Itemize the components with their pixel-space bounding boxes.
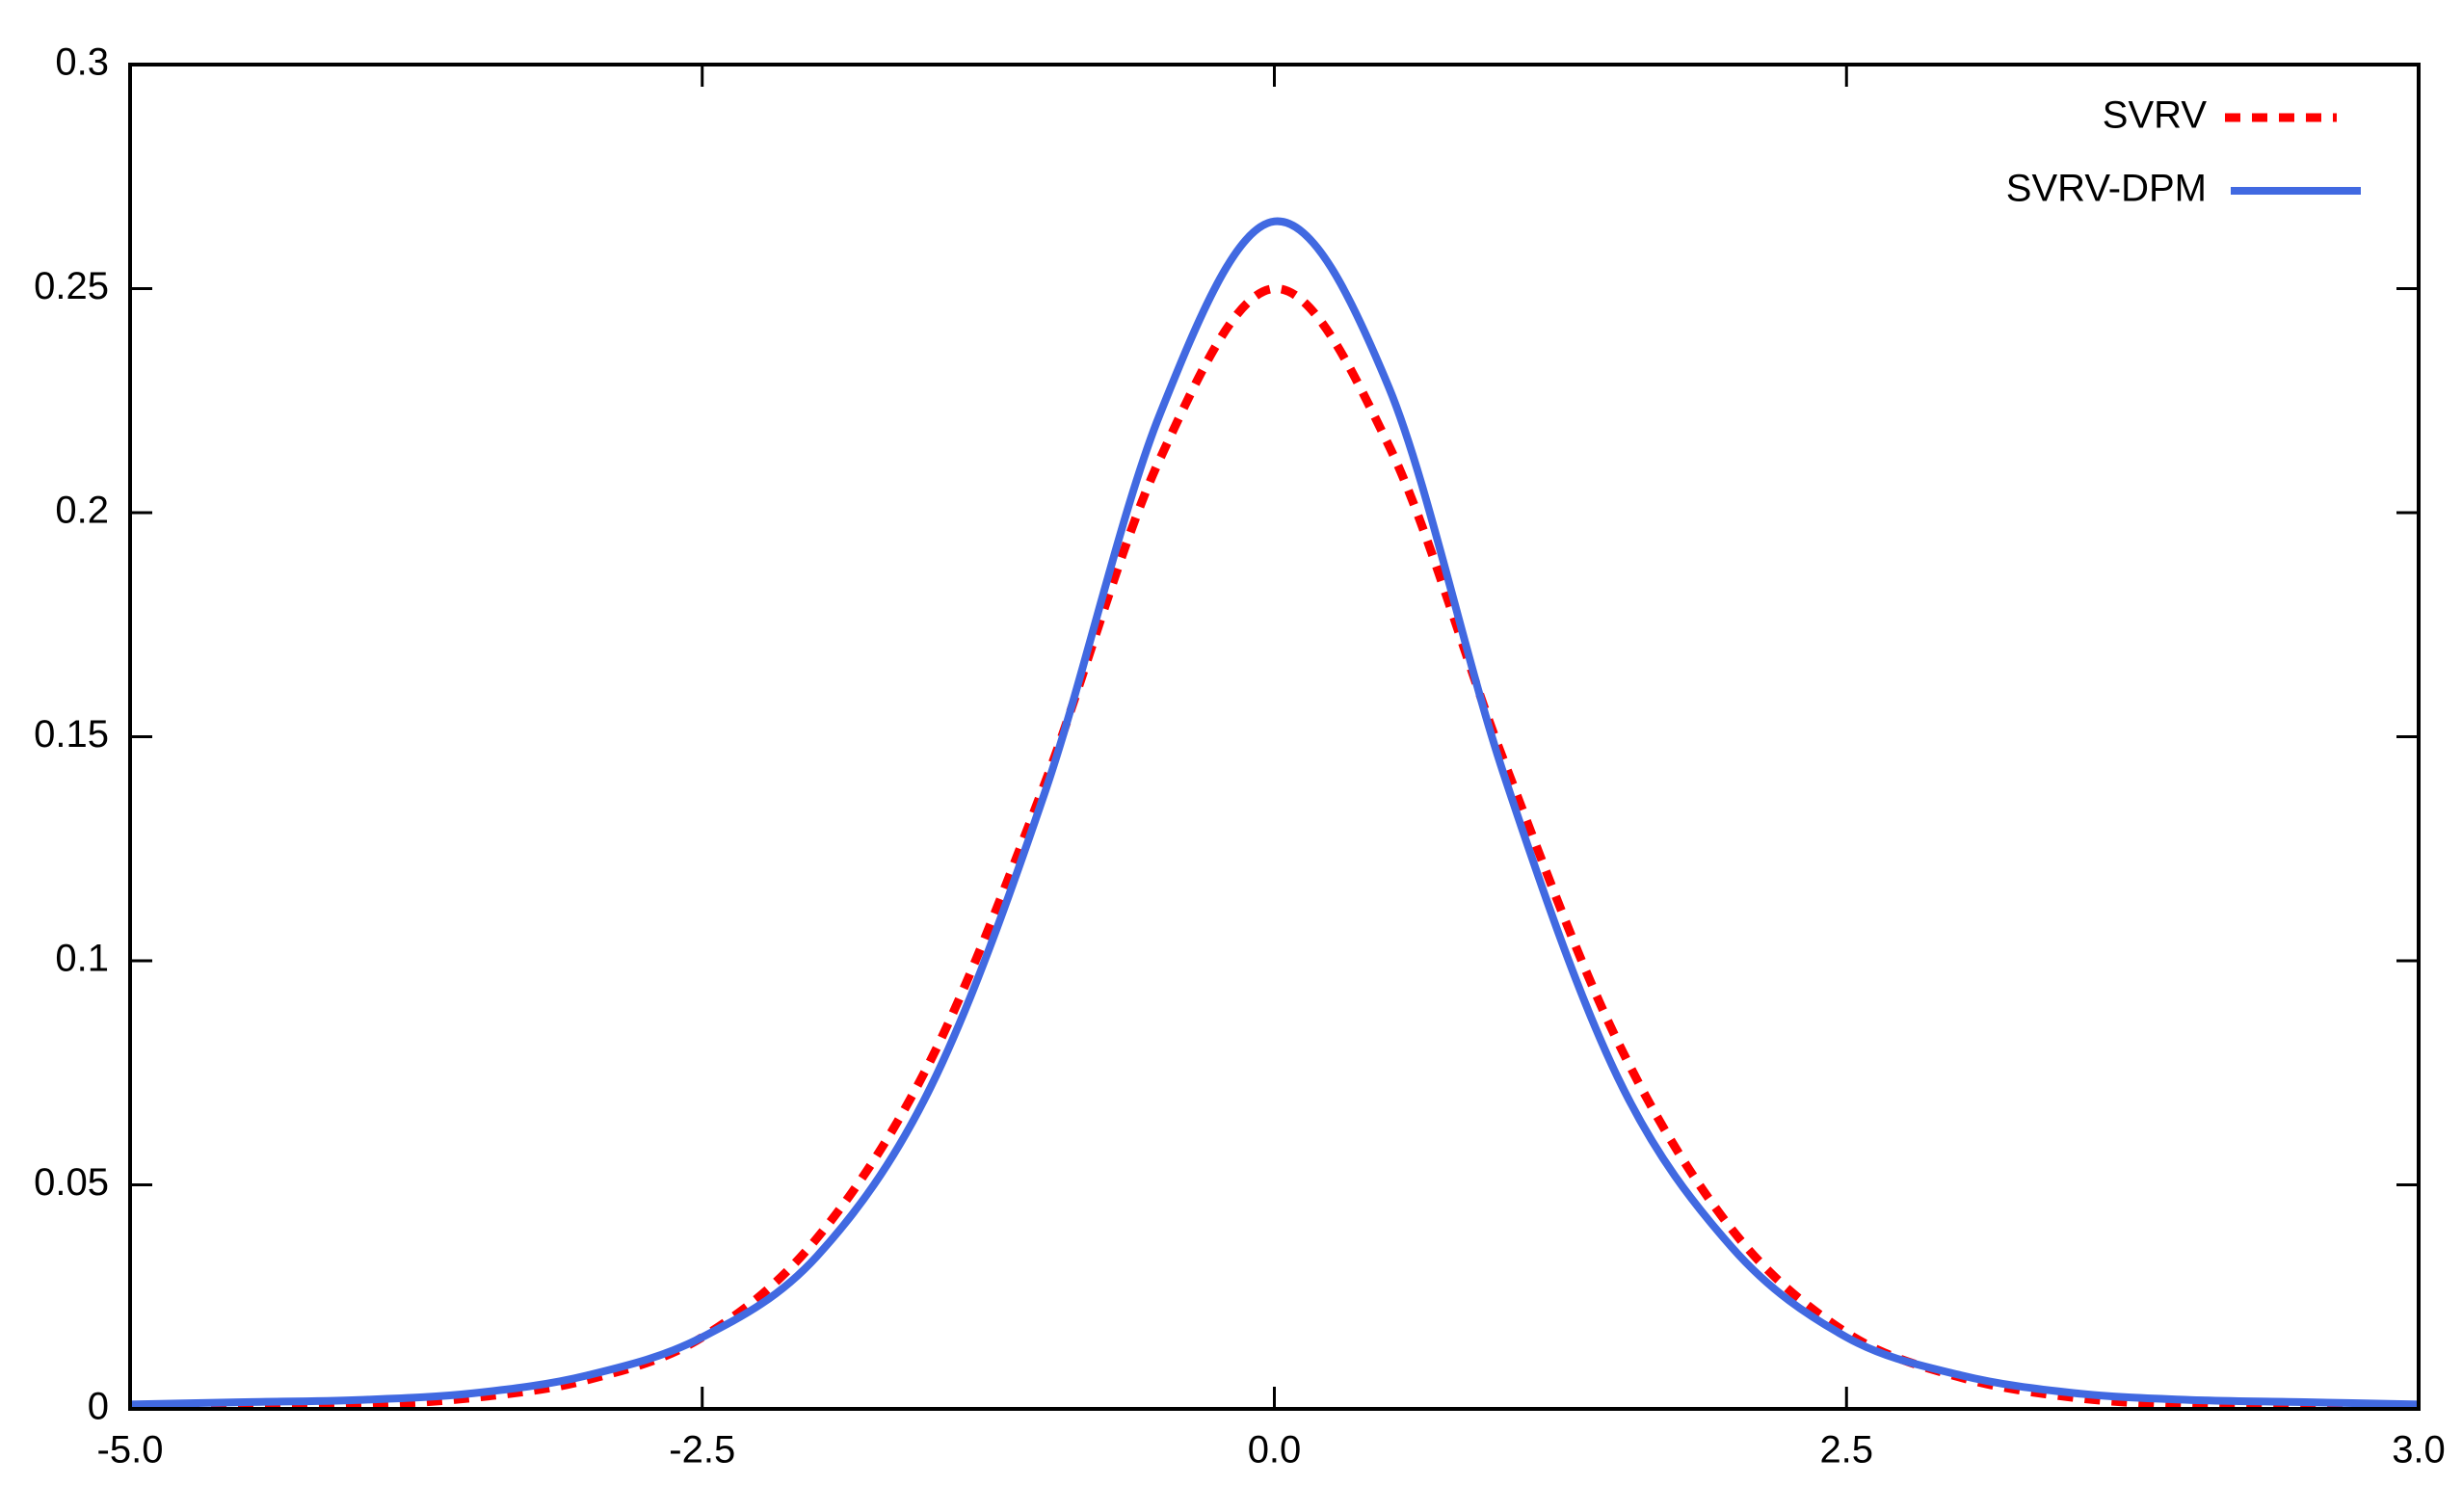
x-tick-label: -2.5 [669,1429,735,1472]
line-series [130,217,2419,1409]
y-tick-label: 0.2 [55,490,109,532]
legend-label: SVRV [2103,94,2208,137]
legend-label: SVRV-DPM [2006,168,2207,210]
x-tick-label: -5.0 [97,1429,164,1472]
y-tick-label: 0.25 [34,265,109,307]
y-tick-label: 0.05 [34,1161,109,1204]
y-tick-label: 0.1 [55,938,109,980]
x-tick-label: 2.5 [1819,1429,1873,1472]
x-tick-label: 0.0 [1248,1429,1302,1472]
x-tick-label: 3.0 [2392,1429,2446,1472]
y-tick-label: 0.15 [34,713,109,756]
y-tick-label: 0.3 [55,41,109,84]
plot-frame [128,63,2421,1411]
y-tick-label: 0 [88,1386,109,1428]
